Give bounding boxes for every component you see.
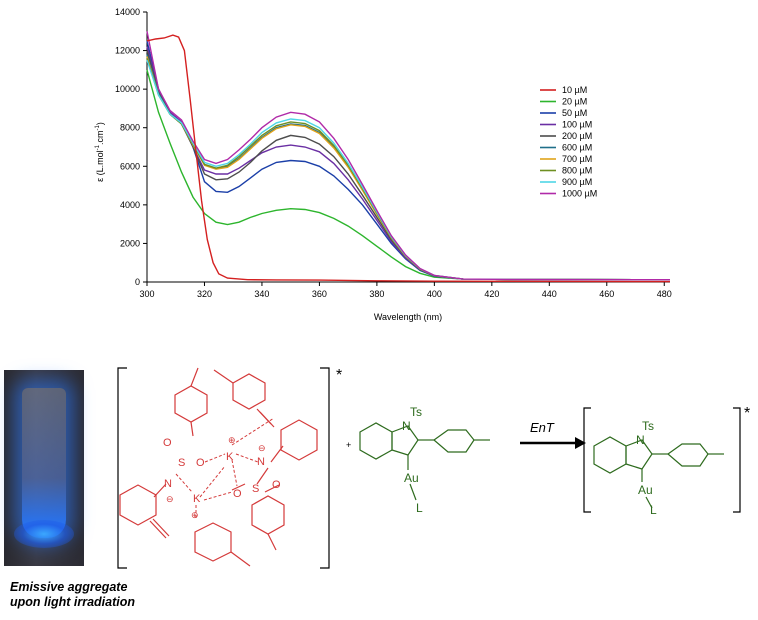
y-tick-label: 12000	[115, 46, 140, 56]
l-label-2: L	[650, 503, 657, 517]
gold-indole-labels: Ts N Au L	[402, 405, 423, 515]
photo-caption-line1: Emissive aggregate	[10, 580, 128, 594]
au-label-2: Au	[638, 483, 653, 497]
potassium-aggregate-labels: O S O N ⊖ K ⊕ K ⊕ N ⊖ O S O	[163, 435, 281, 520]
charge-plus-1: ⊕	[191, 510, 199, 520]
legend-label: 700 µM	[562, 154, 592, 164]
legend-label: 100 µM	[562, 120, 592, 130]
absorption-chart: 0 2000 4000 6000 8000 10000 12000 14000 300 320 34…	[95, 7, 672, 322]
atom-o-3: O	[233, 488, 242, 500]
photo-caption: Emissive aggregate upon light irradiatio…	[10, 580, 135, 610]
y-tick-label: 4000	[120, 200, 140, 210]
x-tick-label: 320	[197, 289, 212, 299]
y-axis-label: ε (L.mol-1.cm-1)	[95, 122, 105, 182]
x-tick-label: 480	[657, 289, 672, 299]
atom-o-1: O	[163, 437, 172, 449]
excited-star-1: *	[336, 367, 342, 384]
series-line-10-m	[146, 34, 671, 283]
y-tick-label: 0	[135, 277, 140, 287]
legend-label: 50 µM	[562, 108, 587, 118]
legend-label: 600 µM	[562, 143, 592, 153]
charge-minus-1: ⊖	[166, 494, 174, 504]
x-tick-label: 460	[599, 289, 614, 299]
atom-k-2: K	[226, 451, 234, 463]
ent-label: EnT	[530, 420, 555, 435]
l-label-1: L	[416, 501, 423, 515]
y-tick-label: 6000	[120, 161, 140, 171]
legend-label: 900 µM	[562, 177, 592, 187]
emissive-vial-photo	[4, 370, 84, 566]
x-tick-label: 360	[312, 289, 327, 299]
left-bracket	[117, 367, 127, 569]
right-bracket-2	[733, 407, 741, 513]
n-label-2: N	[636, 433, 645, 447]
ts-label-2: Ts	[642, 419, 654, 433]
series-line-20-m	[146, 69, 671, 281]
legend-label: 10 µM	[562, 85, 587, 95]
x-tick-label: 380	[369, 289, 384, 299]
ent-arrowhead	[575, 437, 586, 449]
charge-plus-2: ⊕	[228, 435, 236, 445]
atom-o-4: O	[272, 479, 281, 491]
atom-k-1: K	[193, 493, 201, 505]
y-tick-label: 2000	[120, 238, 140, 248]
y-tick-label: 8000	[120, 123, 140, 133]
x-axis-label: Wavelength (nm)	[374, 312, 442, 322]
vial-blue-glow	[14, 520, 74, 548]
n-label-1: N	[402, 419, 411, 433]
x-tick-label: 300	[139, 289, 154, 299]
legend-label: 20 µM	[562, 97, 587, 107]
x-tick-label: 400	[427, 289, 442, 299]
legend-label: 1000 µM	[562, 189, 597, 199]
atom-s-2: S	[252, 483, 259, 495]
gold-indole-complex-excited	[593, 436, 724, 509]
x-tick-label: 440	[542, 289, 557, 299]
au-label-1: Au	[404, 471, 419, 485]
legend-label: 800 µM	[562, 166, 592, 176]
left-bracket-2	[583, 407, 591, 513]
chart-axes: 0 2000 4000 6000 8000 10000 12000 14000 300 320 34…	[115, 7, 672, 299]
atom-n-1: N	[164, 478, 172, 490]
right-bracket	[320, 367, 330, 569]
y-tick-label: 10000	[115, 84, 140, 94]
atom-o-2: O	[196, 457, 205, 469]
chart-series	[146, 31, 671, 283]
plus-sign: +	[346, 440, 351, 450]
potassium-coordination-dashes	[175, 417, 275, 520]
ts-label-1: Ts	[410, 405, 422, 419]
x-tick-label: 420	[484, 289, 499, 299]
gold-indole-excited-labels: Ts N Au L	[636, 419, 657, 517]
potassium-aggregate-structure	[119, 367, 318, 567]
reaction-scheme: *	[117, 367, 750, 569]
atom-s-1: S	[178, 457, 185, 469]
photo-caption-line2: upon light irradiation	[10, 595, 135, 609]
x-tick-label: 340	[254, 289, 269, 299]
atom-n-2: N	[257, 456, 265, 468]
excited-star-2: *	[744, 405, 750, 422]
y-tick-label: 14000	[115, 7, 140, 17]
gold-indole-complex	[359, 422, 490, 501]
charge-minus-2: ⊖	[258, 443, 266, 453]
legend-label: 200 µM	[562, 131, 592, 141]
vial-tube	[22, 388, 66, 538]
